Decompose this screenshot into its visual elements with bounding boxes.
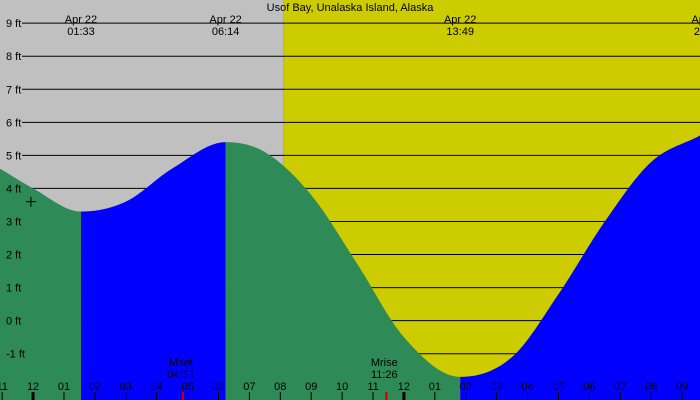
hour-tick-label: 12 (398, 381, 410, 393)
hour-tick-label: 05 (552, 381, 564, 393)
hour-tick-label: 01 (429, 381, 441, 393)
moon-event-marker (181, 392, 184, 400)
y-tick-label: 9 ft (6, 18, 21, 30)
hour-tick (279, 392, 281, 400)
moon-event-name: Mset (169, 357, 193, 369)
tide-event-date: Apr 22 (209, 14, 241, 26)
hour-tick (681, 392, 683, 400)
hour-tick-label: 08 (645, 381, 657, 393)
y-tick-label: 2 ft (6, 250, 21, 262)
rising-tide-segment (80, 142, 226, 400)
hour-tick-label: 01 (58, 381, 70, 393)
tide-event-date: Apr 22 (65, 14, 97, 26)
hour-tick-label: 07 (243, 381, 255, 393)
hour-tick (527, 392, 529, 400)
hour-tick-label: 09 (676, 381, 688, 393)
tide-event-date: Apr (691, 14, 700, 26)
hour-tick-label: 09 (305, 381, 317, 393)
y-tick-label: -1 ft (6, 349, 25, 361)
hour-tick-label: 07 (614, 381, 626, 393)
hour-tick-label: 08 (274, 381, 286, 393)
hour-tick (557, 392, 559, 400)
y-tick-label: 8 ft (6, 51, 21, 63)
hour-tick (372, 392, 374, 400)
tide-event-time: 21 (694, 26, 700, 38)
hour-tick (187, 392, 189, 400)
hour-tick (588, 392, 590, 400)
tide-area (0, 135, 700, 400)
y-tick-label: 4 ft (6, 183, 21, 195)
hour-tick (434, 392, 436, 400)
hour-tick (63, 392, 65, 400)
y-tick-label: 6 ft (6, 117, 21, 129)
y-axis-ticks: 9 ft 8 ft 7 ft 6 ft 5 ft 4 ft 3 ft 2 ft 1 ft 0 ft… (6, 18, 25, 361)
hour-tick-label: 02 (460, 381, 472, 393)
moon-event-time: 11:26 (371, 369, 398, 381)
moon-event-time: 04:51 (167, 369, 195, 381)
hour-tick-label: 11 (367, 381, 378, 393)
hour-tick (94, 392, 96, 400)
hour-tick (1, 392, 3, 400)
y-tick-label: 5 ft (6, 150, 21, 162)
falling-tide-segment (225, 142, 461, 400)
hour-tick-label: 11 (0, 381, 8, 393)
hour-tick (619, 392, 621, 400)
y-tick-label: 7 ft (6, 84, 21, 96)
tide-event-time: 06:14 (212, 26, 240, 38)
hour-tick (496, 392, 498, 400)
hour-tick-label: 03 (491, 381, 503, 393)
hour-tick-label: 05 (181, 381, 193, 393)
hour-tick (310, 392, 312, 400)
moon-event-name: Mrise (371, 357, 398, 369)
tide-event-time: 01:33 (67, 26, 95, 38)
tide-event-time: 13:49 (446, 26, 474, 38)
hour-tick (125, 392, 127, 400)
hour-tick-label: 06 (583, 381, 595, 393)
hour-tick (248, 392, 250, 400)
hour-tick (465, 392, 467, 400)
hour-tick (217, 392, 219, 400)
hour-tick-label: 04 (521, 381, 533, 393)
moon-event-marker (385, 392, 388, 400)
rising-tide-segment (460, 135, 700, 400)
hour-tick-label: 12 (27, 381, 39, 393)
x-axis-ticks: 11 12 01 02 03 04 05 06 07 08 09 10 11 12 01 02 03 04 05 06… (0, 381, 688, 400)
hour-tick-label: 03 (120, 381, 132, 393)
hour-tick-label: 02 (89, 381, 101, 393)
hour-tick (156, 392, 158, 400)
y-tick-label: 3 ft (6, 216, 21, 228)
hour-tick (341, 392, 343, 400)
hour-tick (31, 392, 35, 400)
falling-tide-segment (0, 168, 81, 400)
tide-event-date: Apr 22 (444, 14, 476, 26)
hour-tick-label: 06 (212, 381, 224, 393)
y-tick-label: 1 ft (6, 283, 21, 295)
chart-title: Usof Bay, Unalaska Island, Alaska (267, 2, 435, 14)
hour-tick-label: 04 (151, 381, 163, 393)
hour-tick (650, 392, 652, 400)
y-tick-label: 0 ft (6, 316, 21, 328)
hour-tick-label: 10 (336, 381, 348, 393)
hour-tick (402, 392, 406, 400)
